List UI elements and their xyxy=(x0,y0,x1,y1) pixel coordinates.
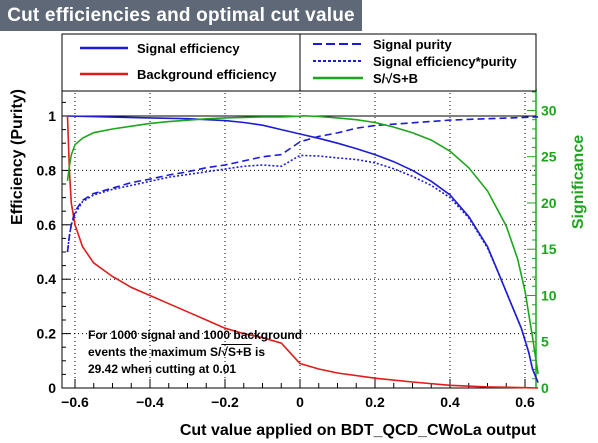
y2-tick-label: 15 xyxy=(541,241,557,257)
annotation-line-3: 29.42 when cutting at 0.01 xyxy=(88,362,237,376)
series-line-3 xyxy=(66,154,539,383)
y-tick-label: 0.6 xyxy=(37,217,57,233)
y2-tick-label: 20 xyxy=(541,195,557,211)
series-line-1 xyxy=(66,115,539,389)
y-tick-label: 0 xyxy=(48,380,56,396)
y-axis-label: Efficiency (Purity) xyxy=(9,89,26,225)
x-tick-label: 0.6 xyxy=(515,394,535,410)
x-tick-label: 0.4 xyxy=(440,394,460,410)
x-tick-label: 0 xyxy=(296,394,304,410)
x-tick-label: −0.6 xyxy=(61,394,89,410)
x-tick-label: 0.2 xyxy=(365,394,385,410)
annotation-line-2-suffix: is xyxy=(251,345,265,359)
annotation-line-2-prefix: events the maximum S/ xyxy=(88,345,222,359)
y2-tick-label: 0 xyxy=(541,380,549,396)
series-line-2 xyxy=(66,116,539,253)
annotation-line-2: events the maximum S/√S+B is xyxy=(88,345,265,359)
legend-signal-eff-purity-label: Signal efficiency*purity xyxy=(373,54,518,69)
legend-box xyxy=(61,33,537,92)
y2-tick-label: 5 xyxy=(541,334,549,350)
y2-tick-label: 10 xyxy=(541,287,557,303)
y-tick-label: 0.2 xyxy=(37,326,57,342)
y2-axis-label: Significance xyxy=(570,135,587,229)
annotation-line-1: For 1000 signal and 1000 background xyxy=(88,328,303,342)
y-tick-label: 0.8 xyxy=(37,162,57,178)
y2-tick-label: 30 xyxy=(541,102,557,118)
legend-background-efficiency-label: Background efficiency xyxy=(137,67,277,82)
x-tick-label: −0.4 xyxy=(136,394,164,410)
plot-frame xyxy=(61,88,537,389)
y-tick-label: 1 xyxy=(48,108,56,124)
legend-significance-label: S/√S+B xyxy=(373,71,418,86)
annotation-sqrt: √S+B xyxy=(221,345,252,359)
series-line-4 xyxy=(66,114,539,375)
chart-title: Cut efficiencies and optimal cut value xyxy=(0,0,362,31)
y2-tick-label: 25 xyxy=(541,149,557,165)
x-axis-label: Cut value applied on BDT_QCD_CWoLa outpu… xyxy=(180,422,537,439)
legend-signal-purity-label: Signal purity xyxy=(373,37,453,52)
x-tick-label: −0.2 xyxy=(211,394,239,410)
legend-signal-efficiency-label: Signal efficiency xyxy=(137,41,240,56)
y-tick-label: 0.4 xyxy=(37,271,57,287)
